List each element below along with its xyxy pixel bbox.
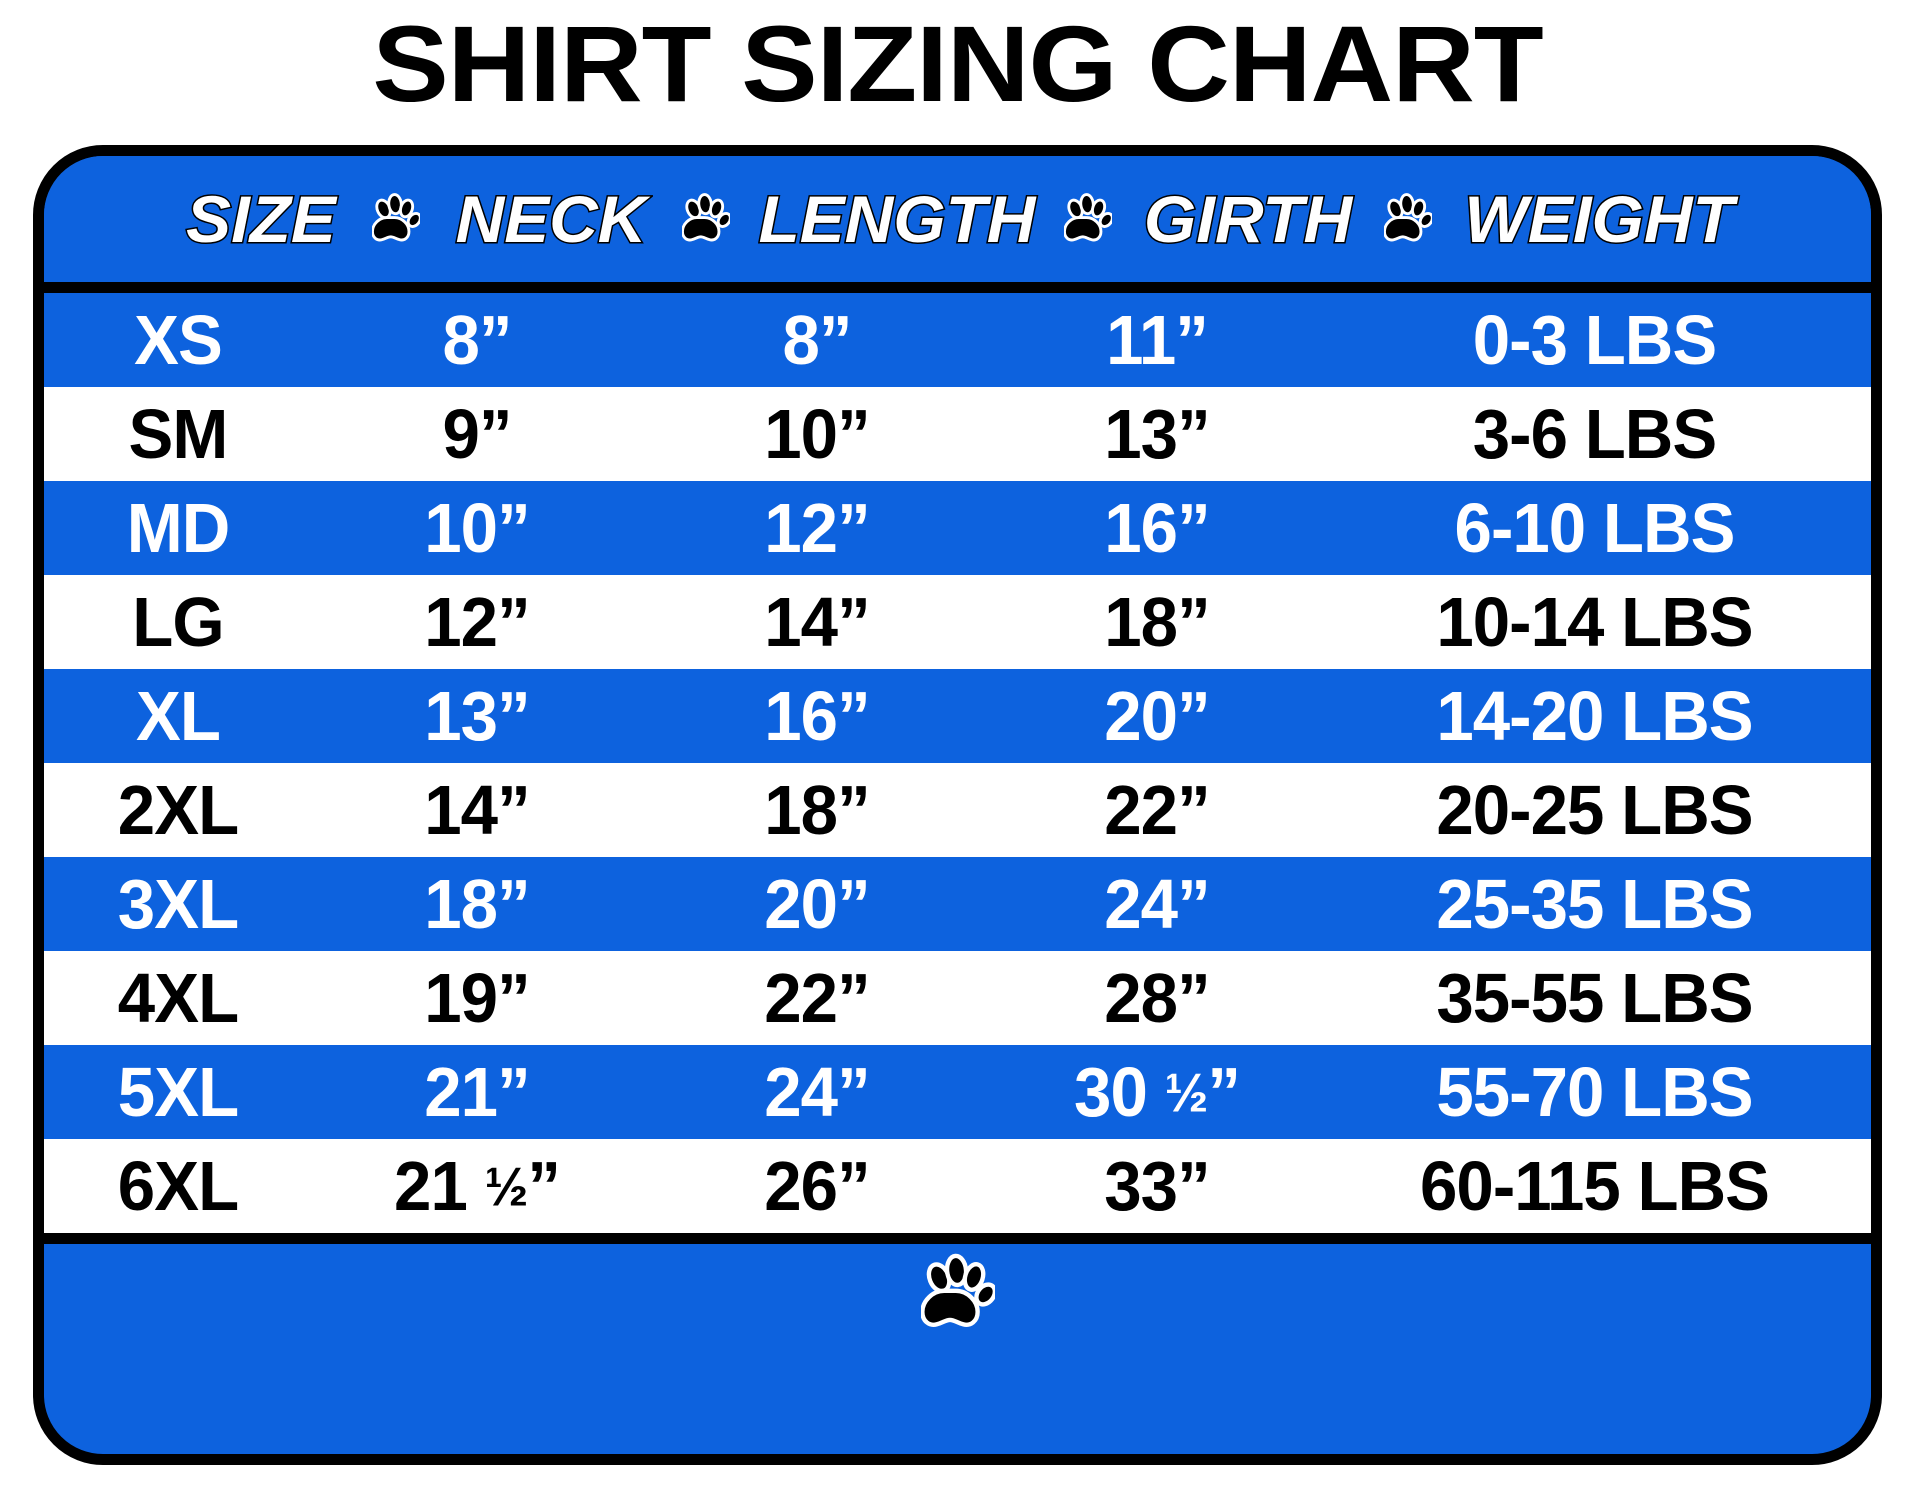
- cell-size: SM: [128, 395, 229, 473]
- cell-length: 24”: [764, 1053, 870, 1131]
- cell-size: 4XL: [117, 959, 239, 1037]
- cell-weight: 10-14 LBS: [1436, 583, 1753, 661]
- cell-length: 12”: [764, 489, 870, 567]
- cell-weight: 3-6 LBS: [1472, 395, 1717, 473]
- cell-size: 5XL: [117, 1053, 239, 1131]
- table-row: XS 8” 8” 11” 0-3 LBS: [44, 293, 1871, 387]
- paw-print-icon: [370, 188, 422, 250]
- paw-print-icon: [919, 1252, 997, 1334]
- paw-print-icon: [1382, 188, 1434, 250]
- cell-neck: 18”: [424, 865, 530, 943]
- table-row: XL 13” 16” 20” 14-20 LBS: [44, 669, 1871, 763]
- page-title: SHIRT SIZING CHART: [372, 3, 1543, 124]
- cell-weight: 25-35 LBS: [1436, 865, 1753, 943]
- cell-girth: 18”: [1104, 583, 1210, 661]
- cell-girth: 20”: [1104, 677, 1210, 755]
- cell-weight: 6-10 LBS: [1454, 489, 1736, 567]
- column-header-neck: NECK: [454, 182, 648, 256]
- cell-length: 14”: [764, 583, 870, 661]
- cell-length: 26”: [764, 1147, 870, 1225]
- cell-girth: 33”: [1104, 1147, 1210, 1225]
- column-header-length: LENGTH: [757, 182, 1037, 256]
- cell-weight: 14-20 LBS: [1436, 677, 1753, 755]
- cell-girth: 28”: [1104, 959, 1210, 1037]
- table-footer: [44, 1233, 1871, 1342]
- table-row: 4XL 19” 22” 28” 35-55 LBS: [44, 951, 1871, 1045]
- cell-size: 3XL: [117, 865, 239, 943]
- paw-print-icon: [1062, 188, 1114, 250]
- paw-print-icon: [680, 188, 732, 250]
- cell-size: XL: [136, 677, 221, 755]
- cell-girth: 22”: [1104, 771, 1210, 849]
- table-row: MD 10” 12” 16” 6-10 LBS: [44, 481, 1871, 575]
- cell-girth: 30 ½”: [1074, 1053, 1241, 1131]
- cell-weight: 55-70 LBS: [1436, 1053, 1753, 1131]
- table-row: 5XL 21” 24” 30 ½” 55-70 LBS: [44, 1045, 1871, 1139]
- table-row: SM 9” 10” 13” 3-6 LBS: [44, 387, 1871, 481]
- cell-size: 2XL: [117, 771, 239, 849]
- cell-girth: 11”: [1106, 301, 1209, 379]
- column-header-girth: GIRTH: [1142, 182, 1353, 256]
- cell-neck: 13”: [424, 677, 530, 755]
- table-row: LG 12” 14” 18” 10-14 LBS: [44, 575, 1871, 669]
- cell-length: 18”: [764, 771, 870, 849]
- cell-girth: 24”: [1104, 865, 1210, 943]
- column-header-weight: WEIGHT: [1462, 182, 1734, 256]
- table-row: 3XL 18” 20” 24” 25-35 LBS: [44, 857, 1871, 951]
- cell-length: 8”: [782, 301, 852, 379]
- table-header-row: SIZE NECK: [44, 156, 1871, 293]
- cell-size: XS: [134, 301, 223, 379]
- cell-length: 10”: [764, 395, 870, 473]
- cell-neck: 8”: [442, 301, 512, 379]
- cell-neck: 10”: [424, 489, 530, 567]
- sizing-chart-card: SIZE NECK: [33, 145, 1882, 1465]
- cell-girth: 16”: [1104, 489, 1210, 567]
- cell-length: 22”: [764, 959, 870, 1037]
- sizing-table-body: XS 8” 8” 11” 0-3 LBS SM 9” 10” 13” 3-6 LBS MD 10” 12…: [44, 293, 1871, 1233]
- cell-weight: 20-25 LBS: [1436, 771, 1753, 849]
- cell-neck: 19”: [424, 959, 530, 1037]
- table-row: 6XL 21 ½” 26” 33” 60-115 LBS: [44, 1139, 1871, 1233]
- cell-weight: 60-115 LBS: [1419, 1147, 1770, 1225]
- cell-neck: 12”: [424, 583, 530, 661]
- cell-size: LG: [132, 583, 224, 661]
- cell-neck: 21 ½”: [394, 1147, 561, 1225]
- cell-size: MD: [126, 489, 231, 567]
- column-header-size: SIZE: [184, 182, 337, 256]
- cell-neck: 9”: [442, 395, 512, 473]
- cell-neck: 14”: [424, 771, 530, 849]
- cell-weight: 0-3 LBS: [1472, 301, 1717, 379]
- table-row: 2XL 14” 18” 22” 20-25 LBS: [44, 763, 1871, 857]
- cell-girth: 13”: [1104, 395, 1210, 473]
- cell-size: 6XL: [117, 1147, 239, 1225]
- cell-neck: 21”: [424, 1053, 530, 1131]
- cell-length: 20”: [764, 865, 870, 943]
- cell-weight: 35-55 LBS: [1436, 959, 1753, 1037]
- cell-length: 16”: [764, 677, 870, 755]
